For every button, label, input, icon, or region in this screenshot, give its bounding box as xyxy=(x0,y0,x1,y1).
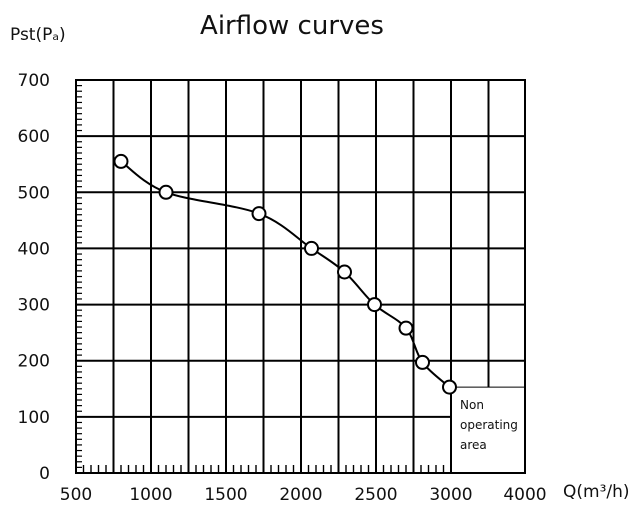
y-tick-label: 600 xyxy=(18,127,50,147)
x-axis-label: Q(m³/h) xyxy=(563,482,630,502)
data-point xyxy=(158,184,174,200)
y-tick-labels: 0 100 200 300 400 500 600 700 xyxy=(18,71,50,484)
y-axis-label: Pst(Pₐ) xyxy=(10,25,66,45)
non-operating-area-label: Non operating area xyxy=(460,398,522,452)
plot-border xyxy=(75,79,526,474)
y-tick-label: 700 xyxy=(18,71,50,91)
non-operating-area-label-line-2: operating xyxy=(460,418,518,432)
airflow-series-points xyxy=(113,153,457,395)
x-tick-label: 4000 xyxy=(503,485,546,505)
non-operating-area-border xyxy=(450,386,525,473)
data-point xyxy=(251,206,267,222)
x-tick-label: 2000 xyxy=(279,485,322,505)
data-point xyxy=(398,320,414,336)
data-point xyxy=(337,264,352,280)
non-operating-area xyxy=(452,387,525,472)
y-tick-label: 200 xyxy=(18,352,50,372)
data-point xyxy=(304,240,319,256)
y-tick-label: 400 xyxy=(18,239,50,259)
y-tick-label: 100 xyxy=(18,408,50,428)
y-tick-label: 0 xyxy=(39,464,50,484)
non-operating-area-label-line-1: Non xyxy=(460,398,484,412)
y-tick-label: 500 xyxy=(18,183,50,203)
data-point xyxy=(442,379,457,395)
data-point xyxy=(415,354,430,370)
y-tick-label: 300 xyxy=(18,296,50,316)
non-operating-area-label-line-3: area xyxy=(460,438,487,452)
data-point xyxy=(113,153,129,169)
data-point xyxy=(367,297,382,313)
chart-title: Airflow curves xyxy=(200,11,384,41)
x-tick-label: 2500 xyxy=(354,485,397,505)
x-tick-label: 500 xyxy=(60,485,92,505)
x-tick-labels: 500 1000 1500 2000 2500 3000 4000 xyxy=(60,485,547,505)
x-tick-label: 1500 xyxy=(204,485,247,505)
x-tick-label: 3000 xyxy=(429,485,472,505)
x-tick-label: 1000 xyxy=(129,485,172,505)
